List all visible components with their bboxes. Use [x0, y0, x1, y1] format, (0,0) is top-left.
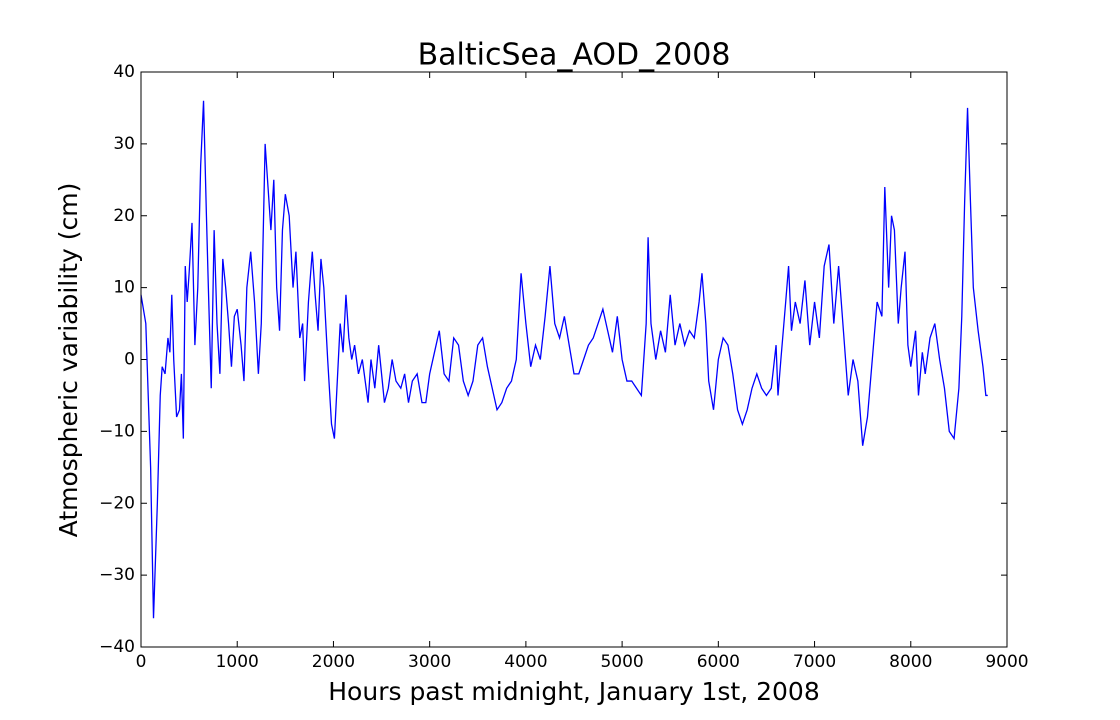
y-tick-label: −30: [99, 565, 135, 585]
chart-title: BalticSea_AOD_2008: [418, 38, 731, 73]
x-tick-label: 0: [136, 652, 147, 672]
x-tick-label: 6000: [697, 652, 740, 672]
x-tick-label: 8000: [889, 652, 932, 672]
data-line: [140, 100, 988, 619]
y-tick-label: −20: [99, 493, 135, 513]
x-tick-label: 5000: [600, 652, 643, 672]
x-tick-label: 2000: [312, 652, 355, 672]
x-tick-label: 9000: [985, 652, 1028, 672]
y-tick-label: −40: [99, 637, 135, 657]
y-tick-label: 20: [113, 206, 135, 226]
x-tick-label: 1000: [216, 652, 259, 672]
y-tick-label: 40: [113, 62, 135, 82]
x-axis-label: Hours past midnight, January 1st, 2008: [328, 677, 820, 706]
y-tick-label: 10: [113, 278, 135, 298]
y-tick-label: 30: [113, 134, 135, 154]
x-tick-label: 3000: [408, 652, 451, 672]
y-tick-label: 0: [124, 350, 135, 370]
y-axis-label: Atmospheric variability (cm): [54, 183, 83, 538]
y-tick-label: −10: [99, 421, 135, 441]
x-tick-label: 4000: [504, 652, 547, 672]
x-tick-label: 7000: [793, 652, 836, 672]
plot-frame: [140, 71, 1008, 648]
